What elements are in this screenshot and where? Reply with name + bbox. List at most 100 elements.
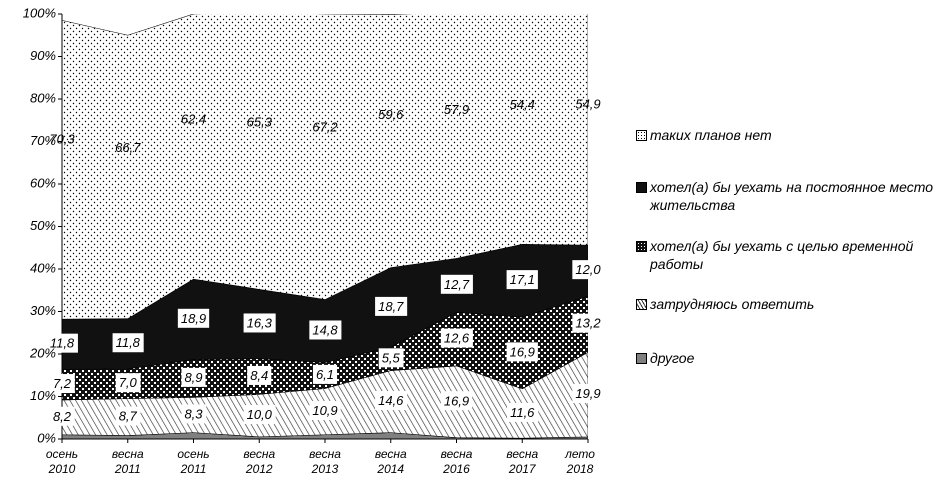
label-box [572, 260, 605, 280]
legend-item: хотел(а) бы уехать на постоянное место ж… [636, 178, 946, 214]
value-label: 11,8 [116, 335, 141, 350]
value-label: 67,2 [312, 120, 338, 135]
label-box [572, 313, 605, 333]
y-tick-label: 10% [30, 388, 56, 403]
y-tick-label: 30% [30, 303, 56, 318]
y-tick-label: 60% [30, 175, 56, 190]
label-box [506, 342, 538, 362]
legend-swatch [636, 299, 647, 310]
value-label: 66,7 [115, 140, 141, 155]
label-box [375, 391, 408, 411]
y-tick-label: 20% [29, 345, 56, 360]
label-box [243, 313, 276, 333]
label-box [440, 328, 473, 348]
x-tick-label: осень 2011 [177, 447, 210, 476]
x-tick-label: весна 2016 [440, 447, 473, 476]
x-tick-label: весна 2013 [309, 447, 341, 476]
value-label: 16,9 [444, 393, 469, 408]
label-box [115, 406, 141, 426]
label-box [247, 365, 272, 385]
value-label: 11,6 [510, 405, 535, 420]
value-label: 18,9 [181, 311, 206, 326]
label-box [309, 401, 341, 421]
label-box [507, 402, 539, 422]
x-tick-label: весна 2017 [506, 447, 539, 476]
legend-swatch [636, 130, 647, 141]
y-tick-label: 70% [30, 133, 56, 148]
label-box [440, 274, 473, 294]
value-label: 14,8 [312, 322, 338, 337]
value-label: 12,0 [575, 262, 601, 277]
value-label: 54,4 [510, 97, 535, 112]
legend-swatch [636, 241, 647, 252]
value-label: 11,8 [50, 336, 75, 351]
legend-item: затрудняюсь ответить [636, 295, 946, 313]
y-tick-label: 80% [30, 90, 56, 105]
label-box [572, 384, 604, 404]
value-label: 6,1 [316, 367, 334, 382]
value-label: 57,9 [444, 102, 469, 117]
x-tick-label: осень 2010 [45, 447, 79, 476]
legend-swatch [636, 353, 647, 364]
value-label: 70,3 [49, 131, 75, 146]
label-box [49, 374, 75, 394]
label-box [440, 391, 473, 411]
value-label: 8,2 [53, 409, 72, 424]
value-label: 19,9 [575, 386, 600, 401]
value-label: 17,1 [510, 272, 535, 287]
label-box [181, 367, 206, 387]
value-label: 8,9 [184, 370, 202, 385]
label-box [181, 404, 207, 424]
value-label: 12,7 [444, 277, 470, 292]
value-label: 65,3 [247, 114, 273, 129]
value-label: 16,3 [247, 315, 273, 330]
value-label: 54,9 [575, 97, 600, 112]
value-label: 5,5 [382, 350, 401, 365]
legend-text: таких планов нет [650, 127, 772, 143]
x-tick-label: весна 2014 [374, 447, 407, 476]
label-box [506, 270, 538, 290]
label-box [49, 406, 75, 426]
area [62, 14, 588, 320]
value-label: 7,0 [119, 375, 138, 390]
x-tick-label: весна 2012 [243, 447, 276, 476]
legend-text: хотел(а) бы уехать с целью временной раб… [650, 238, 914, 272]
label-box [115, 373, 141, 393]
x-tick-label: весна 2011 [111, 447, 144, 476]
legend-item: таких планов нет [636, 126, 946, 144]
value-label: 10,9 [312, 403, 337, 418]
y-tick-label: 100% [23, 5, 56, 20]
value-label: 16,9 [510, 344, 535, 359]
label-box [375, 296, 408, 316]
value-label: 10,0 [247, 407, 273, 422]
value-label: 59,6 [378, 107, 404, 122]
label-box [312, 364, 338, 384]
y-tick-label: 90% [30, 48, 56, 63]
legend-item: другое [636, 349, 946, 367]
value-label: 62,4 [181, 112, 206, 127]
y-tick-label: 40% [30, 260, 56, 275]
value-label: 12,6 [444, 331, 470, 346]
y-tick-label: 0% [37, 430, 56, 445]
label-box [177, 308, 210, 328]
label-box [378, 348, 404, 368]
value-label: 8,4 [250, 368, 268, 383]
label-box [112, 333, 144, 353]
legend-text: затрудняюсь ответить [650, 296, 815, 312]
value-label: 18,7 [378, 299, 404, 314]
x-tick-label: лето 2018 [565, 447, 595, 476]
value-label: 8,3 [184, 406, 203, 421]
legend-item: хотел(а) бы уехать с целью временной раб… [636, 237, 946, 273]
value-label: 14,6 [378, 393, 404, 408]
value-label: 7,2 [53, 376, 72, 391]
legend-text: другое [650, 350, 695, 366]
y-tick-label: 50% [30, 218, 56, 233]
value-label: 13,2 [575, 316, 601, 331]
label-box [46, 333, 78, 353]
legend-text: хотел(а) бы уехать на постоянное место ж… [650, 179, 934, 213]
legend-swatch [636, 182, 647, 193]
value-label: 8,7 [119, 409, 138, 424]
label-box [309, 320, 342, 340]
